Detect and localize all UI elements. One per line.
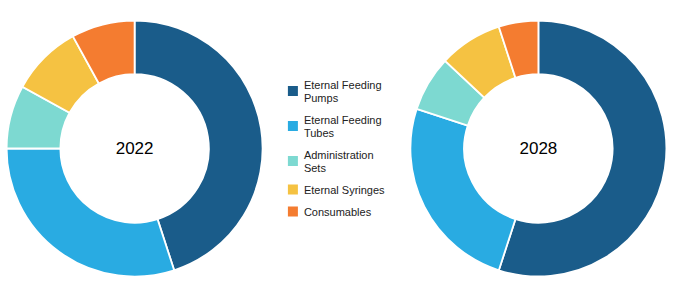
legend-label-line: Eternal Feeding (304, 79, 382, 91)
donut: 2022 (7, 21, 263, 277)
legend-label: Eternal FeedingTubes (304, 114, 382, 139)
legend-label: Consumables (304, 206, 372, 218)
donut: 2028 (410, 21, 666, 277)
donut-slice (499, 21, 539, 78)
center-label: 2022 (116, 139, 154, 158)
chart-canvas: 20222028Eternal FeedingPumpsEternal Feed… (0, 0, 673, 297)
legend-label: Eternal FeedingPumps (304, 79, 382, 104)
donut-slice (499, 21, 667, 277)
legend-swatch (288, 207, 298, 217)
legend-label: Eternal Syringes (304, 184, 385, 196)
legend-label-line: Sets (304, 162, 327, 174)
center-label: 2028 (519, 139, 557, 158)
legend-item: AdministrationSets (288, 149, 374, 174)
legend-label-line: Pumps (304, 92, 339, 104)
donut-slice (73, 21, 135, 84)
legend-swatch (288, 121, 298, 131)
legend-label-line: Tubes (304, 127, 335, 139)
legend-label-line: Eternal Syringes (304, 184, 385, 196)
legend-label: AdministrationSets (304, 149, 374, 174)
legend-item: Eternal FeedingTubes (288, 114, 382, 139)
legend-label-line: Administration (304, 149, 374, 161)
donut-slice (7, 149, 175, 277)
legend-swatch (288, 156, 298, 166)
legend-item: Consumables (288, 206, 372, 218)
legend-item: Eternal FeedingPumps (288, 79, 382, 104)
legend-swatch (288, 86, 298, 96)
legend-label-line: Consumables (304, 206, 372, 218)
legend-swatch (288, 185, 298, 195)
legend-item: Eternal Syringes (288, 184, 385, 196)
donut-slice (410, 109, 515, 270)
legend: Eternal FeedingPumpsEternal FeedingTubes… (288, 79, 385, 218)
legend-label-line: Eternal Feeding (304, 114, 382, 126)
